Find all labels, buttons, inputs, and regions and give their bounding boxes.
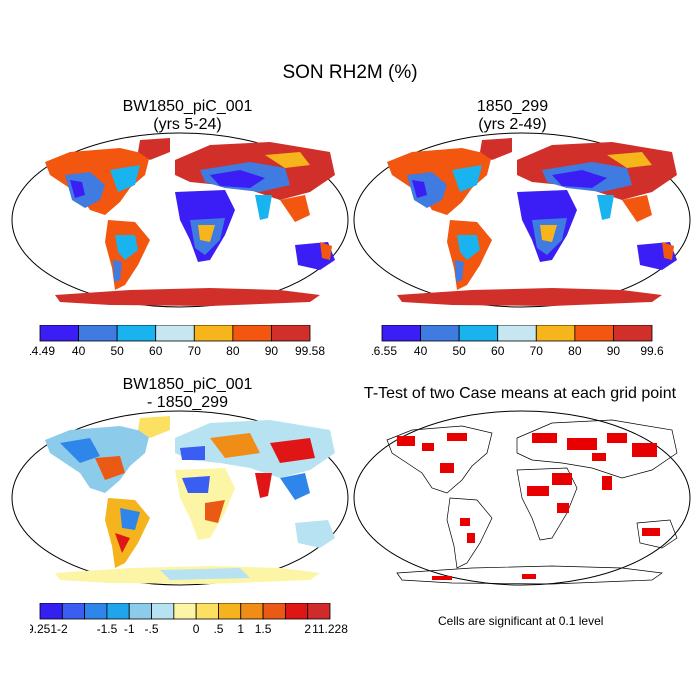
- colorbar-label: 50: [452, 344, 466, 358]
- map-case1: [11, 132, 349, 308]
- colorbar-label: 14.49: [30, 344, 55, 358]
- colorbar-label: 50: [110, 344, 124, 358]
- colorbar-label: 70: [188, 344, 202, 358]
- colorbar-swatch: [232, 325, 272, 342]
- colorbar-swatch: [307, 603, 331, 620]
- panel-title-line1: T-Test of two Case means at each grid po…: [363, 385, 677, 402]
- colorbar-swatch: [61, 603, 86, 620]
- colorbar-label: -9.251: [30, 622, 57, 636]
- map-case2: [353, 132, 691, 308]
- colorbar-label: 80: [226, 344, 240, 358]
- colorbar-label: 99.58: [295, 344, 325, 358]
- colorbar-swatch: [116, 325, 157, 342]
- colorbar-label: 1: [237, 622, 244, 636]
- colorbar-label: -.5: [145, 622, 159, 636]
- colorbar-swatch: [284, 603, 309, 620]
- colorbar-swatch: [535, 325, 576, 342]
- colorbar-label: 2: [304, 622, 311, 636]
- panel-title-line2: (yrs 2-49): [478, 116, 547, 133]
- panel-title-ttest: T-Test of two Case means at each grid po…: [345, 385, 695, 403]
- colorbar-swatch: [39, 325, 79, 342]
- colorbar-label: 80: [568, 344, 582, 358]
- colorbar-swatch: [155, 325, 195, 342]
- colorbar-swatch: [78, 325, 118, 342]
- colorbar-label: 90: [265, 344, 279, 358]
- colorbar-label: .5: [213, 622, 223, 636]
- colorbar-label: 11.228: [312, 622, 348, 636]
- map-diff: [11, 410, 349, 586]
- colorbar-diff: -9.251-2 -1.5 -1 -.5 0 .5 1 1.5 211.228: [30, 603, 348, 636]
- colorbar-swatch: [381, 325, 421, 342]
- panel-title-line1: BW1850_piC_001: [122, 98, 253, 115]
- colorbar-swatch: [240, 603, 264, 620]
- panel-title-line1: 1850_299: [476, 98, 549, 115]
- colorbar-swatch: [106, 603, 130, 620]
- colorbar-label: 1.5: [255, 622, 272, 636]
- colorbar-swatch: [613, 325, 653, 342]
- colorbar-swatch: [193, 325, 234, 342]
- colorbar-label: 60: [149, 344, 163, 358]
- colorbar-label: -1.5: [97, 622, 118, 636]
- colorbar-swatch: [574, 325, 614, 342]
- colorbar-case2: 16.55 40 50 60 70 80 90 99.6: [372, 325, 664, 358]
- colorbar-swatch: [262, 603, 286, 620]
- colorbar-swatch: [128, 603, 152, 620]
- map-ttest: [353, 410, 691, 586]
- colorbar-swatch: [497, 325, 537, 342]
- colorbar-label: -2: [57, 622, 68, 636]
- colorbar-swatch: [173, 603, 197, 620]
- colorbar-swatch: [458, 325, 499, 342]
- colorbar-label: 90: [607, 344, 621, 358]
- colorbar-label: 0: [193, 622, 200, 636]
- colorbar-label: 40: [414, 344, 428, 358]
- colorbar-swatch: [84, 603, 108, 620]
- colorbar-label: -1: [124, 622, 135, 636]
- colorbar-swatch: [420, 325, 460, 342]
- colorbar-label: 40: [72, 344, 86, 358]
- panel-title-line2: - 1850_299: [147, 394, 228, 411]
- panel-title-line2: (yrs 5-24): [153, 116, 222, 133]
- colorbar-swatch: [195, 603, 219, 620]
- panel-title-case2: 1850_299 (yrs 2-49): [345, 98, 680, 134]
- panel-title-line1: BW1850_piC_001: [122, 376, 253, 393]
- colorbar-label: 60: [491, 344, 505, 358]
- panel-title-case1: BW1850_piC_001 (yrs 5-24): [20, 98, 355, 134]
- colorbar-label: 99.6: [640, 344, 664, 358]
- significance-note: Cells are significant at 0.1 level: [438, 614, 604, 628]
- colorbar-swatch: [151, 603, 175, 620]
- colorbar-swatch: [39, 603, 63, 620]
- colorbar-swatch: [218, 603, 242, 620]
- colorbar-case1: 14.49 40 50 60 70 80 90 99.58: [30, 325, 325, 358]
- colorbar-swatch: [271, 325, 311, 342]
- colorbar-label: 70: [530, 344, 544, 358]
- panel-title-diff: BW1850_piC_001 - 1850_299: [20, 376, 355, 412]
- colorbar-label: 16.55: [372, 344, 397, 358]
- figure-title: SON RH2M (%): [282, 62, 418, 83]
